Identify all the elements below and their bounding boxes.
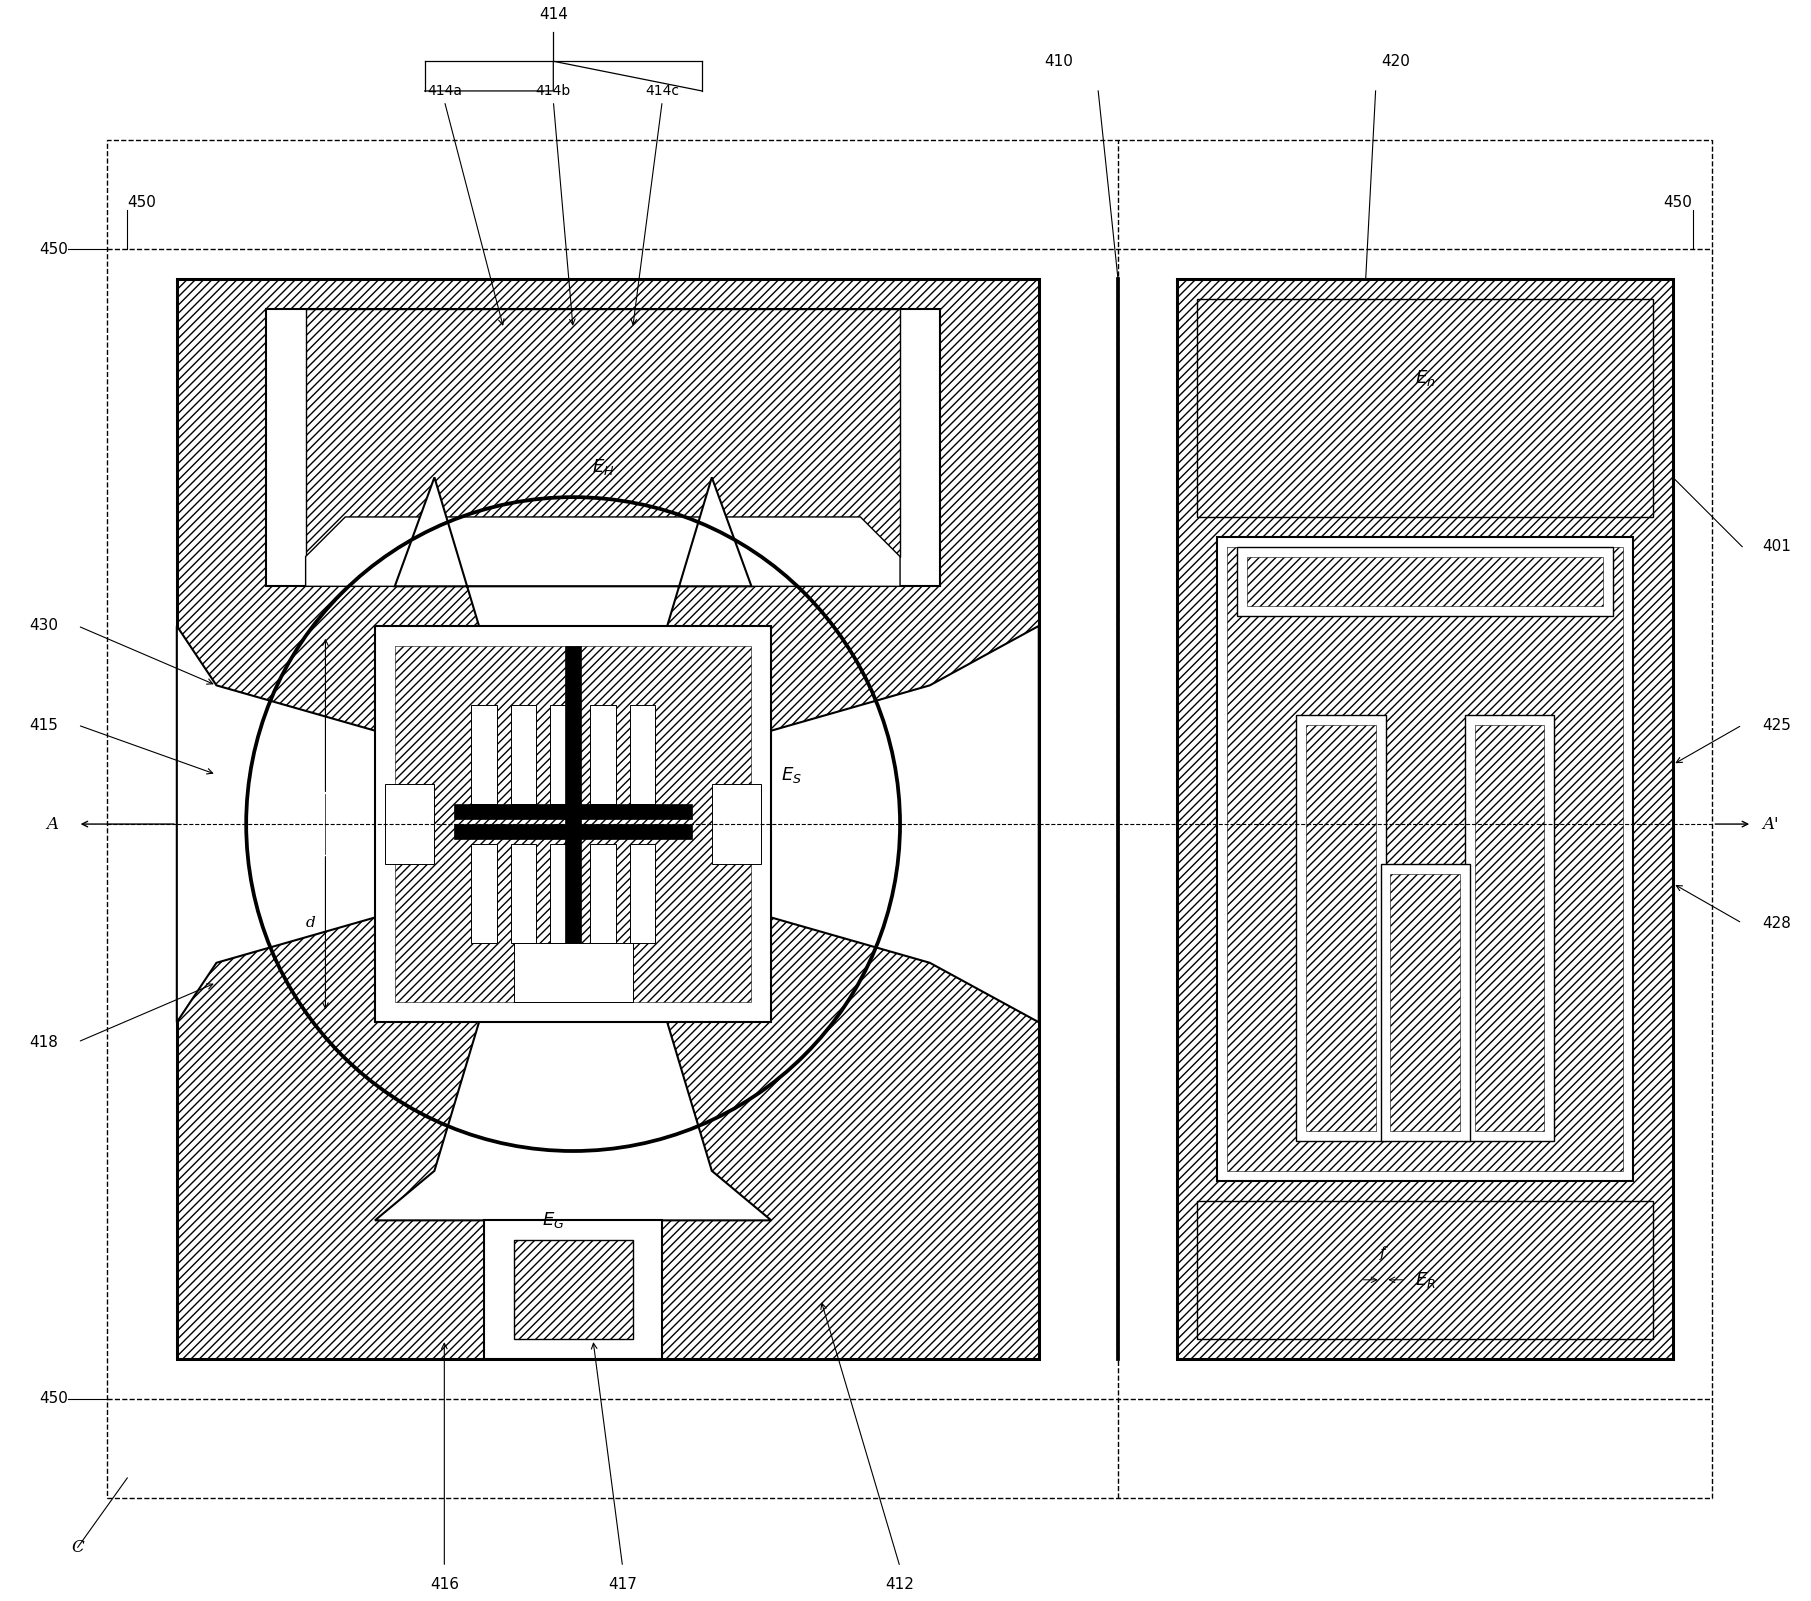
Text: $E_n$: $E_n$	[1414, 368, 1436, 389]
Text: 428: 428	[1762, 916, 1791, 930]
Bar	[514, 943, 632, 1002]
Text: 414c: 414c	[645, 83, 679, 98]
Bar	[1246, 557, 1603, 607]
Polygon shape	[306, 517, 900, 586]
Bar	[1197, 1201, 1653, 1340]
Bar	[107, 141, 1713, 1499]
Bar	[1297, 716, 1385, 1142]
Polygon shape	[395, 477, 752, 676]
Bar	[1306, 725, 1376, 1132]
Text: 401: 401	[1762, 540, 1791, 554]
Text: 416: 416	[429, 1577, 458, 1591]
Bar	[455, 825, 692, 839]
Text: 450: 450	[40, 242, 67, 256]
Bar	[712, 784, 761, 863]
Bar	[1197, 299, 1653, 517]
Bar	[590, 844, 616, 943]
Text: 425: 425	[1762, 717, 1791, 733]
Text: 414b: 414b	[536, 83, 570, 98]
Text: 415: 415	[29, 717, 58, 733]
Bar	[630, 704, 656, 804]
Bar	[375, 626, 771, 1021]
Bar	[514, 1241, 632, 1340]
Bar	[1380, 863, 1471, 1142]
Bar	[471, 844, 496, 943]
Text: 417: 417	[608, 1577, 637, 1591]
Text: 418: 418	[29, 1034, 58, 1050]
Bar	[1465, 716, 1554, 1142]
Bar	[471, 704, 496, 804]
Bar	[386, 784, 435, 863]
Text: A': A'	[1762, 815, 1778, 833]
Bar	[565, 645, 581, 1002]
Text: A: A	[45, 815, 58, 833]
Bar	[1474, 725, 1545, 1132]
Text: f: f	[1380, 1246, 1385, 1260]
Bar	[1217, 536, 1634, 1180]
Polygon shape	[375, 973, 771, 1220]
Bar	[1237, 546, 1614, 616]
Text: $E_R$: $E_R$	[1414, 1270, 1436, 1290]
Text: 420: 420	[1382, 54, 1409, 69]
Bar	[551, 704, 576, 804]
Text: 430: 430	[29, 618, 58, 634]
Polygon shape	[177, 626, 424, 1021]
Bar	[511, 704, 536, 804]
Text: 412: 412	[886, 1577, 915, 1591]
Text: $E_H$: $E_H$	[592, 458, 614, 477]
Text: 414a: 414a	[427, 83, 462, 98]
Bar	[1391, 874, 1460, 1132]
Bar	[177, 279, 1040, 1359]
Text: $E_G$: $E_G$	[541, 1210, 565, 1230]
Bar	[511, 844, 536, 943]
Text: 414: 414	[540, 6, 567, 21]
Polygon shape	[723, 626, 1040, 1021]
Bar	[484, 1220, 663, 1359]
Text: $E_S$: $E_S$	[781, 765, 802, 784]
Text: 450: 450	[40, 1391, 67, 1406]
Bar	[630, 844, 656, 943]
Bar	[266, 309, 940, 586]
Bar	[590, 704, 616, 804]
Bar	[455, 804, 692, 820]
Text: 410: 410	[1045, 54, 1072, 69]
Text: 450: 450	[1664, 195, 1693, 210]
Bar	[1228, 546, 1623, 1170]
Bar	[306, 309, 900, 557]
Bar	[395, 645, 752, 1002]
Text: C: C	[71, 1539, 83, 1556]
Text: d: d	[306, 916, 315, 930]
Text: 450: 450	[127, 195, 156, 210]
Bar	[551, 844, 576, 943]
Bar	[1177, 279, 1673, 1359]
